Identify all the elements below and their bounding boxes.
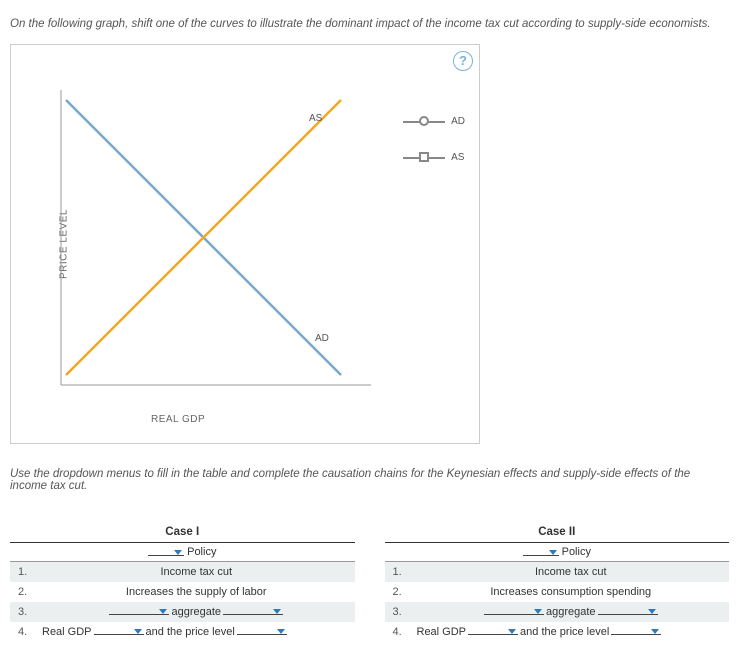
x-axis-label: REAL GDP [151, 414, 205, 425]
instruction-graph: On the following graph, shift one of the… [10, 18, 729, 30]
ad-line-label: AD [315, 333, 329, 344]
help-icon[interactable]: ? [453, 51, 473, 71]
row-content: Real GDP and the price level [413, 624, 730, 640]
table-row: 1. Income tax cut [10, 562, 355, 582]
row-text: Increases the supply of labor [126, 586, 267, 598]
row-content: aggregate [413, 604, 730, 620]
chevron-down-icon [159, 609, 167, 614]
row-content: Real GDP and the price level [38, 624, 355, 640]
as-line-label: AS [309, 113, 322, 124]
legend-item-as[interactable]: AS [403, 151, 465, 163]
table-row: 1. Income tax cut [385, 562, 730, 582]
policy-label: Policy [559, 546, 591, 558]
chevron-down-icon [549, 550, 557, 555]
chevron-down-icon [134, 629, 142, 634]
row-text: Real GDP [417, 626, 467, 638]
case-title: Case II [385, 522, 730, 543]
case-table-1: Case I Policy 1. Income tax cut 2. Increases… [10, 522, 355, 642]
table-row: 3. aggregate [385, 602, 730, 622]
row-text: aggregate [171, 606, 221, 618]
row-number: 3. [385, 606, 413, 618]
row-content: Increases the supply of labor [38, 584, 355, 600]
row-text: Income tax cut [160, 566, 232, 578]
case-title: Case I [10, 522, 355, 543]
row-content: aggregate [38, 604, 355, 620]
table-row: 3. aggregate [10, 602, 355, 622]
legend-item-ad[interactable]: AD [403, 115, 465, 127]
chevron-down-icon [508, 629, 516, 634]
row-content: Increases consumption spending [413, 584, 730, 600]
chart-area[interactable]: AS AD [51, 85, 391, 405]
chart-svg [51, 85, 391, 405]
chevron-down-icon [648, 609, 656, 614]
row-text: Increases consumption spending [490, 586, 651, 598]
cases-container: Case I Policy 1. Income tax cut 2. Increases… [10, 522, 729, 642]
legend-label: AD [451, 116, 465, 127]
dropdown[interactable] [598, 609, 658, 615]
row-number: 4. [385, 626, 413, 638]
table-row: 2. Increases consumption spending [385, 582, 730, 602]
row-content: Income tax cut [413, 564, 730, 580]
table-row: 4.Real GDP and the price level [385, 622, 730, 642]
policy-label: Policy [184, 546, 216, 558]
table-row: 4.Real GDP and the price level [10, 622, 355, 642]
table-row: 2. Increases the supply of labor [10, 582, 355, 602]
row-text: aggregate [546, 606, 596, 618]
dropdown[interactable] [468, 629, 518, 635]
dropdown[interactable] [523, 550, 559, 556]
case-subheader: Policy [10, 543, 355, 562]
dropdown[interactable] [484, 609, 544, 615]
dropdown[interactable] [109, 609, 169, 615]
row-number: 2. [10, 586, 38, 598]
row-number: 2. [385, 586, 413, 598]
dropdown[interactable] [94, 629, 144, 635]
dropdown[interactable] [223, 609, 283, 615]
graph-panel: ? PRICE LEVEL AS AD REAL GDP ADAS [10, 44, 480, 444]
legend-label: AS [451, 152, 464, 163]
instruction-table: Use the dropdown menus to fill in the ta… [10, 468, 729, 492]
row-number: 4. [10, 626, 38, 638]
chevron-down-icon [273, 609, 281, 614]
row-text: Income tax cut [535, 566, 607, 578]
case-table-2: Case II Policy 1. Income tax cut 2. Increase… [385, 522, 730, 642]
row-text: and the price level [146, 626, 235, 638]
row-number: 3. [10, 606, 38, 618]
case-subheader: Policy [385, 543, 730, 562]
dropdown[interactable] [611, 629, 661, 635]
legend: AD AS [403, 115, 465, 187]
chevron-down-icon [277, 629, 285, 634]
chevron-down-icon [651, 629, 659, 634]
row-number: 1. [385, 566, 413, 578]
dropdown[interactable] [148, 550, 184, 556]
row-text: Real GDP [42, 626, 92, 638]
row-text: and the price level [520, 626, 609, 638]
chevron-down-icon [174, 550, 182, 555]
row-number: 1. [10, 566, 38, 578]
row-content: Income tax cut [38, 564, 355, 580]
chevron-down-icon [534, 609, 542, 614]
dropdown[interactable] [237, 629, 287, 635]
